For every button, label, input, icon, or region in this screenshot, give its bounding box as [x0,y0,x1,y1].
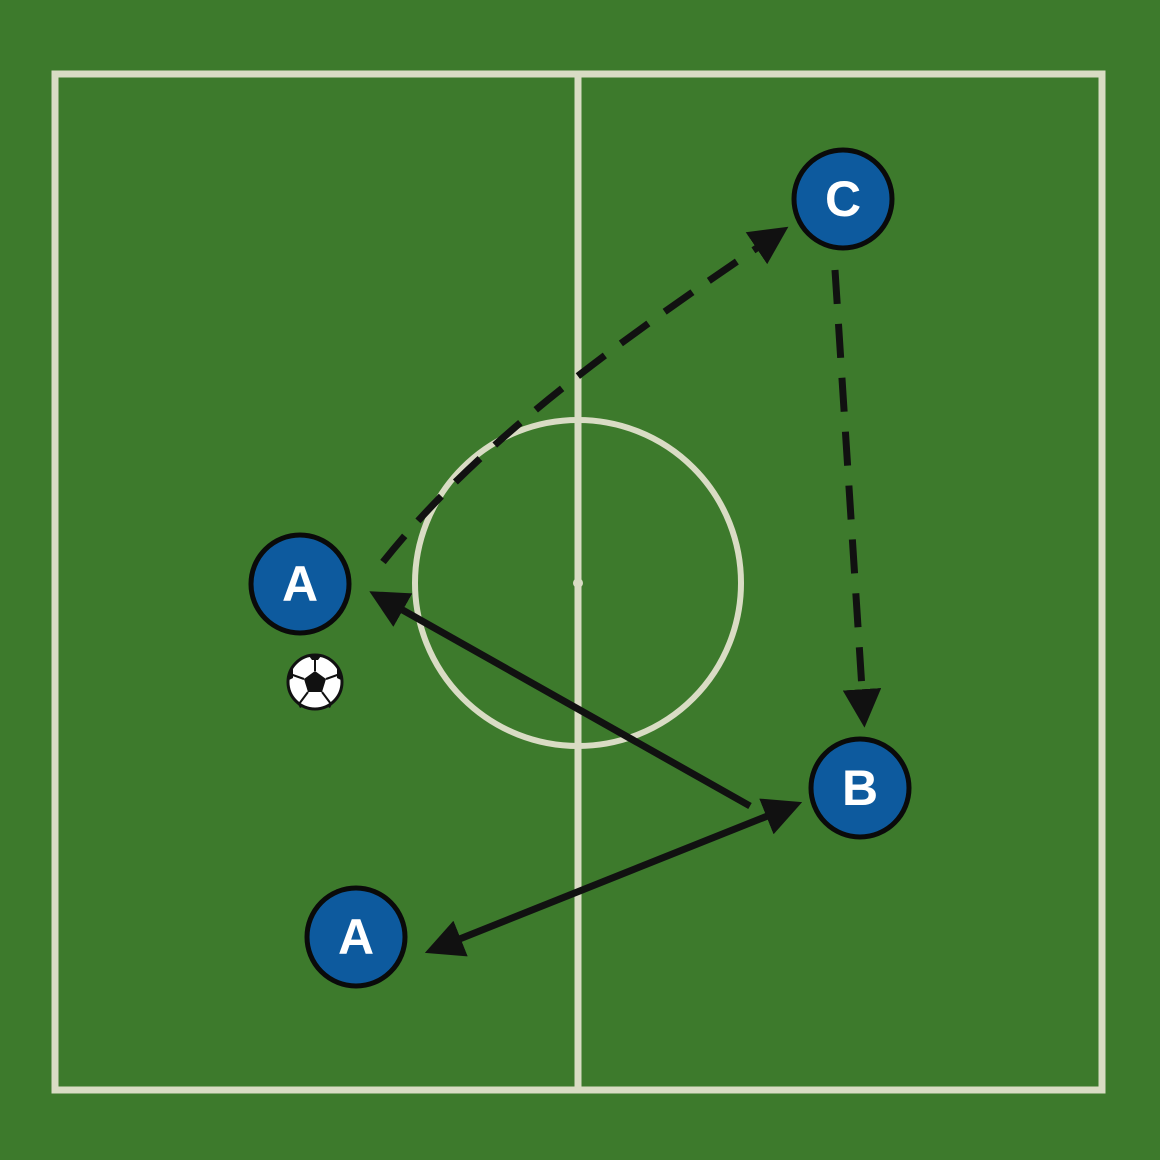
run-arrow-a-to-c [380,226,789,565]
player-a-bottom-disc [304,885,408,989]
soccer-ball-icon [286,653,344,711]
center-circle [412,417,744,749]
player-c-label: C [825,171,861,227]
player-a-bottom-label: A [338,909,374,965]
arrows-layer [369,226,882,957]
player-c: C [791,147,895,251]
pass-arrow-a-b-double [424,798,803,957]
player-c-disc [791,147,895,251]
run-arrow-c-to-b [831,269,882,728]
player-b-disc [808,736,912,840]
player-b: B [808,736,912,840]
pass-arrow-b-to-a [369,591,752,810]
player-b-label: B [842,760,878,816]
player-a-top: A [248,532,352,636]
center-spot [573,578,583,588]
player-a-bottom: A [304,885,408,989]
player-a-top-label: A [282,556,318,612]
player-a-top-disc [248,532,352,636]
